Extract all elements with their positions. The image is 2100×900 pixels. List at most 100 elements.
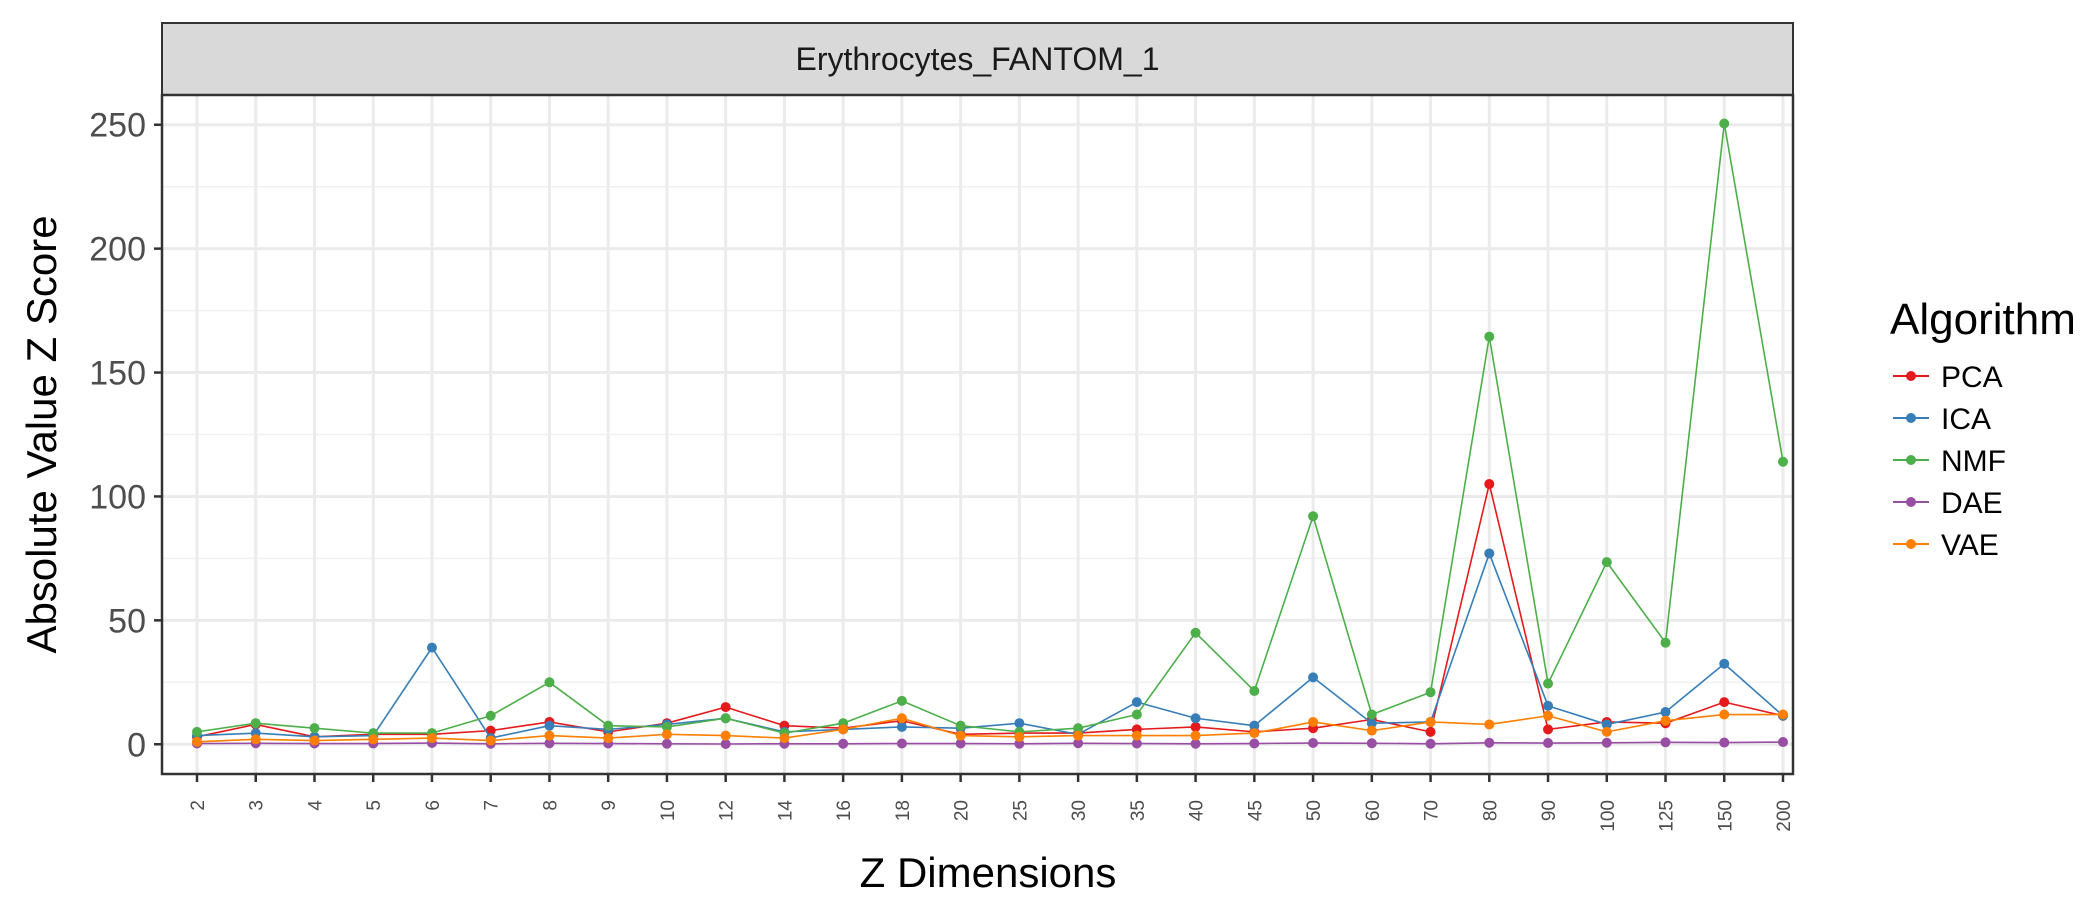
data-point-vae <box>1249 728 1260 739</box>
plot-border <box>160 93 1795 776</box>
legend-key-point <box>1906 539 1916 549</box>
data-point-ica <box>1308 672 1319 683</box>
data-point-ica <box>896 721 907 732</box>
data-point-nmf <box>896 695 907 706</box>
data-point-ica <box>1014 718 1025 729</box>
data-point-vae <box>1660 715 1671 726</box>
x-tick-label: 3 <box>247 800 268 811</box>
data-point-vae <box>192 736 202 747</box>
data-point-pca <box>1190 721 1201 732</box>
data-point-vae <box>896 713 907 724</box>
data-point-vae <box>1719 709 1730 720</box>
legend-label-dae: DAE <box>1941 487 2003 520</box>
data-point-vae <box>250 734 261 745</box>
x-tick-label: 60 <box>1363 800 1384 821</box>
data-point-vae <box>838 724 849 735</box>
legend-title: Algorithm <box>1890 295 2076 344</box>
data-point-dae <box>661 738 672 749</box>
data-point-nmf <box>603 720 614 731</box>
legend-key-point <box>1906 497 1916 507</box>
series-line-dae <box>196 741 1784 745</box>
data-point-ica <box>1249 720 1260 731</box>
y-tick-label: 100 <box>89 478 146 516</box>
data-point-nmf <box>309 723 320 734</box>
data-point-pca <box>720 702 731 713</box>
data-point-dae <box>1660 737 1671 748</box>
legend-label-nmf: NMF <box>1941 445 2006 478</box>
data-point-nmf <box>1308 511 1319 522</box>
x-tick-label: 18 <box>893 800 914 821</box>
data-point-pca <box>1719 697 1730 708</box>
x-tick-label: 2 <box>188 800 209 811</box>
data-point-nmf <box>955 720 966 731</box>
x-tick-label: 45 <box>1245 800 1266 821</box>
series-line-vae <box>196 713 1783 743</box>
chart-title: Erythrocytes_FANTOM_1 <box>796 41 1160 77</box>
data-point-pca <box>1543 724 1554 735</box>
data-point-nmf <box>1660 637 1671 648</box>
grid-minor <box>162 185 1793 684</box>
legend-key-point <box>1906 371 1916 381</box>
data-point-dae <box>896 738 907 749</box>
x-tick-label: 30 <box>1069 800 1090 821</box>
legend-label-ica: ICA <box>1941 403 1991 436</box>
data-point-nmf <box>1719 118 1730 129</box>
data-point-vae <box>1131 730 1142 741</box>
data-point-dae <box>1308 738 1319 749</box>
data-point-nmf <box>720 713 731 724</box>
x-tick-label: 90 <box>1539 800 1560 821</box>
data-point-nmf <box>1131 709 1142 720</box>
series-line-nmf <box>196 122 1784 734</box>
data-point-dae <box>1484 737 1495 748</box>
data-point-vae <box>1601 726 1612 737</box>
x-tick-label: 16 <box>834 800 855 821</box>
data-point-ica <box>1484 548 1495 559</box>
data-point-ica <box>1190 713 1201 724</box>
data-point-vae <box>661 729 672 740</box>
data-point-nmf <box>1778 456 1788 467</box>
x-tick-label: 10 <box>658 800 679 821</box>
x-axis-title: Z Dimensions <box>860 849 1117 896</box>
data-point-ica <box>1366 718 1377 729</box>
x-tick-label: 100 <box>1598 800 1619 832</box>
data-point-dae <box>544 738 555 749</box>
data-point-dae <box>720 739 731 750</box>
legend-label-vae: VAE <box>1941 529 1999 562</box>
data-point-pca <box>1484 479 1495 490</box>
x-tick-label: 8 <box>540 800 561 811</box>
data-point-vae <box>779 733 790 744</box>
data-point-dae <box>1425 738 1436 749</box>
x-tick-label: 20 <box>952 800 973 821</box>
x-tick-label: 125 <box>1657 800 1678 832</box>
data-point-dae <box>1601 737 1612 748</box>
x-tick-label: 4 <box>305 800 326 811</box>
x-tick-label: 40 <box>1187 800 1208 821</box>
data-point-ica <box>1660 707 1671 718</box>
data-point-nmf <box>1249 685 1260 696</box>
data-point-dae <box>1719 737 1730 748</box>
y-tick-label: 250 <box>89 107 146 145</box>
data-point-dae <box>1778 737 1788 748</box>
data-point-ica <box>1719 658 1730 669</box>
x-tick-label: 80 <box>1480 800 1501 821</box>
y-tick-label: 50 <box>108 602 146 640</box>
legend: Algorithm PCA ICA NMF DAE VAE <box>1890 295 2076 562</box>
data-point-ica <box>1543 700 1554 711</box>
data-point-nmf <box>1601 557 1612 568</box>
data-point-vae <box>1425 716 1436 727</box>
x-axis: 2 3 4 5 6 7 8 9 10 12 14 16 18 20 25 30 35 40 45 50 60 70 80 90… <box>188 774 1795 832</box>
data-point-vae <box>603 733 614 744</box>
x-tick-label: 70 <box>1422 800 1443 821</box>
legend-key-point <box>1906 455 1916 465</box>
data-point-vae <box>544 730 555 741</box>
data-point-ica <box>1601 719 1612 730</box>
data-point-vae <box>1308 716 1319 727</box>
facet-strip <box>161 22 1794 96</box>
data-point-vae <box>1543 710 1554 721</box>
data-point-pca <box>1425 726 1436 737</box>
data-point-dae <box>955 738 966 749</box>
x-tick-label: 6 <box>423 800 444 811</box>
data-point-dae <box>1543 738 1554 749</box>
data-point-vae <box>1014 731 1025 742</box>
